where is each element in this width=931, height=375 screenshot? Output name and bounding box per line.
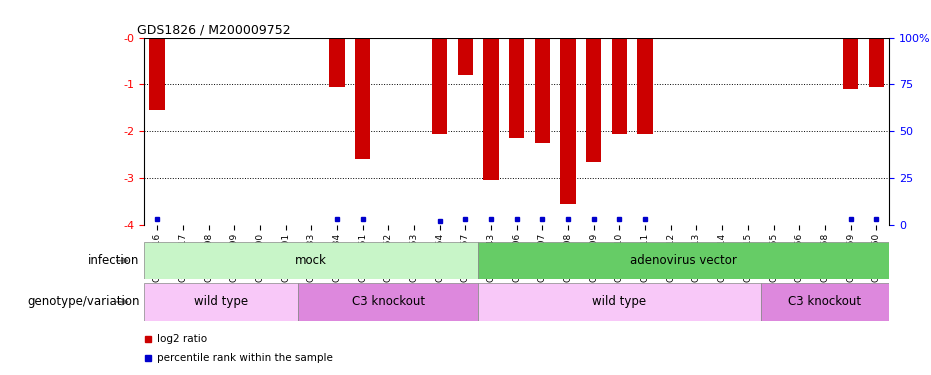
Text: infection: infection — [88, 254, 140, 267]
Bar — [144, 242, 479, 279]
Bar — [869, 38, 884, 87]
Text: wild type: wild type — [592, 296, 646, 308]
Text: C3 knockout: C3 knockout — [352, 296, 425, 308]
Bar — [586, 38, 601, 162]
Bar — [479, 242, 889, 279]
Text: C3 knockout: C3 knockout — [789, 296, 861, 308]
Text: adenovirus vector: adenovirus vector — [630, 254, 737, 267]
Bar — [299, 283, 479, 321]
Bar — [150, 38, 165, 110]
Bar — [638, 38, 653, 134]
Bar — [560, 38, 575, 204]
Text: GDS1826 / M200009752: GDS1826 / M200009752 — [137, 23, 290, 36]
Bar — [479, 283, 761, 321]
Text: mock: mock — [295, 254, 327, 267]
Bar — [761, 283, 889, 321]
Bar — [330, 38, 344, 87]
Bar — [509, 38, 524, 138]
Bar — [483, 38, 499, 180]
Bar — [355, 38, 371, 159]
Bar — [534, 38, 550, 143]
Bar — [144, 283, 299, 321]
Text: wild type: wild type — [195, 296, 249, 308]
Bar — [612, 38, 627, 134]
Text: log2 ratio: log2 ratio — [157, 334, 208, 344]
Text: percentile rank within the sample: percentile rank within the sample — [157, 353, 333, 363]
Bar — [458, 38, 473, 75]
Bar — [843, 38, 858, 89]
Text: genotype/variation: genotype/variation — [27, 296, 140, 308]
Bar — [432, 38, 448, 134]
